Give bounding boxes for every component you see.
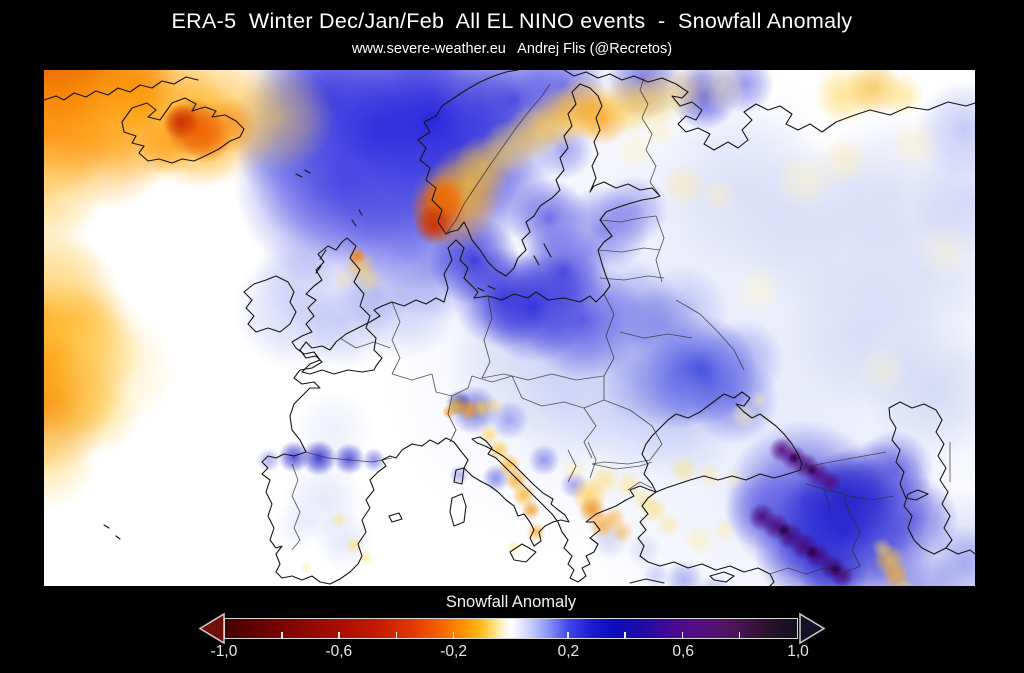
coast-barents-white-sea bbox=[563, 70, 975, 151]
country-borders bbox=[291, 77, 951, 575]
coast-mediterranean bbox=[261, 391, 803, 585]
colorbar-tick bbox=[624, 632, 626, 638]
colorbar-tick bbox=[681, 632, 684, 638]
colorbar-tick-labels: -1,0 -0,6 -0,2 0,2 0,6 1,0 bbox=[211, 643, 809, 663]
coast-corsica bbox=[453, 467, 465, 485]
anomaly-map bbox=[44, 70, 975, 586]
coast-faroe bbox=[295, 169, 311, 178]
coastlines bbox=[44, 70, 975, 586]
coast-iceland bbox=[121, 97, 245, 164]
coast-mainland-north bbox=[289, 70, 661, 453]
colorbar-tick-label: 0,6 bbox=[672, 643, 694, 660]
colorbar-right-arrow-icon bbox=[799, 612, 826, 645]
colorbar-tick-label: -0,6 bbox=[325, 643, 353, 660]
coast-ireland bbox=[243, 275, 297, 333]
coast-crete bbox=[629, 578, 665, 584]
coast-turkey-south bbox=[637, 491, 775, 586]
coast-cyprus bbox=[709, 571, 735, 583]
colorbar-tick bbox=[567, 632, 569, 638]
coast-denmark-islands bbox=[477, 285, 496, 292]
colorbar-title: Snowfall Anomaly bbox=[445, 593, 577, 611]
colorbar-tick-label: -1,0 bbox=[210, 643, 238, 660]
coast-hebrides bbox=[315, 249, 327, 274]
coast-great-britain bbox=[291, 237, 383, 375]
colorbar-left-arrow-icon bbox=[198, 612, 225, 645]
coast-sardinia bbox=[449, 493, 467, 527]
colorbar-tick bbox=[338, 632, 340, 638]
colorbar-tick bbox=[738, 632, 741, 638]
anomaly-canvas bbox=[44, 70, 975, 586]
colorbar-tick-label: 1,0 bbox=[787, 643, 809, 660]
colorbar-tick-label: 0,2 bbox=[557, 643, 580, 660]
coast-mallorca bbox=[388, 512, 403, 523]
coast-caspian bbox=[888, 401, 953, 555]
coast-shetland bbox=[351, 209, 363, 227]
coast-caspian-south bbox=[945, 547, 975, 555]
page-title: ERA-5 Winter Dec/Jan/Feb All EL NINO eve… bbox=[171, 9, 853, 33]
coast-azores bbox=[103, 524, 121, 540]
coastline-overlay bbox=[44, 70, 975, 586]
colorbar-tick-label: -0,2 bbox=[440, 643, 467, 660]
coast-sicily bbox=[509, 543, 537, 563]
page-subtitle: www.severe-weather.eu Andrej Flis (@Recr… bbox=[351, 41, 673, 57]
colorbar-tick bbox=[281, 632, 283, 638]
colorbar-tick bbox=[395, 632, 398, 638]
coast-greenland bbox=[44, 76, 199, 101]
coast-gotland bbox=[533, 243, 552, 266]
header: ERA-5 Winter Dec/Jan/Feb All EL NINO eve… bbox=[0, 0, 1024, 57]
colorbar-tick bbox=[452, 632, 455, 638]
colorbar bbox=[224, 618, 798, 639]
